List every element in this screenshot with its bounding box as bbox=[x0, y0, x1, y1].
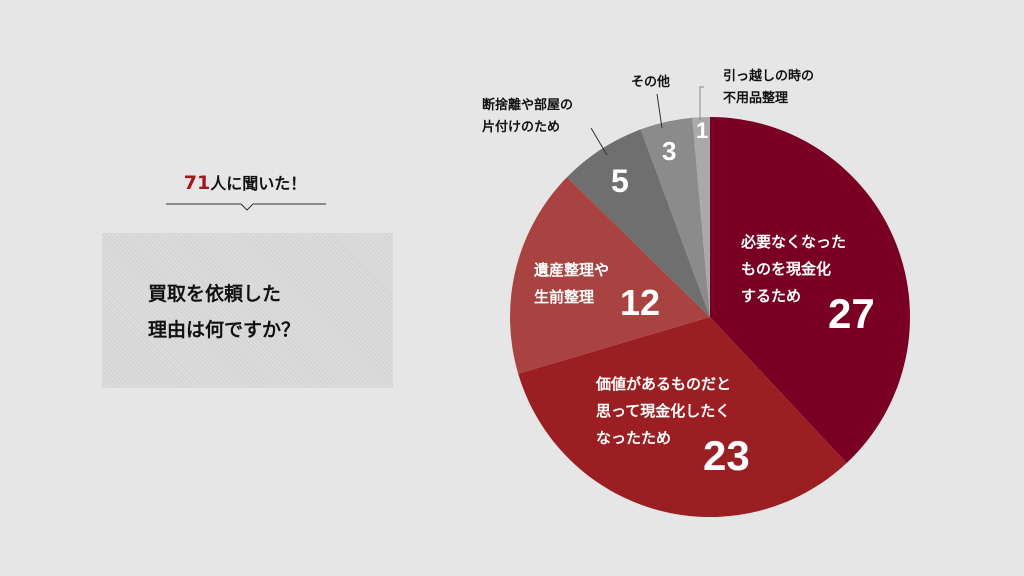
count-number: 71 bbox=[183, 172, 211, 194]
slice-label-2: 遺産整理や 生前整理 bbox=[534, 261, 610, 306]
pie-slice-3 bbox=[567, 129, 710, 317]
slice-value-4: 3 bbox=[662, 136, 677, 166]
outside-label-3: 断捨離や部屋の 片付けのため bbox=[482, 98, 574, 135]
pie-slice-5 bbox=[692, 117, 710, 317]
slice-label-1: 価値があるものだと 思って現金化したく なったため bbox=[596, 375, 732, 447]
slice-value-0: 27 bbox=[828, 290, 875, 337]
slice-value-3: 5 bbox=[611, 163, 629, 199]
outside-label-5: 引っ越しの時の 不用品整理 bbox=[723, 69, 815, 106]
pie-slice-2 bbox=[510, 177, 710, 374]
slice-value-5: 1 bbox=[696, 118, 709, 143]
pie-slice-0 bbox=[710, 117, 910, 464]
slice-value-1: 23 bbox=[703, 432, 750, 479]
count-suffix: 人に聞いた！ bbox=[210, 174, 307, 193]
leader-line-4 bbox=[656, 93, 663, 129]
leader-line-3 bbox=[590, 127, 608, 156]
question-box bbox=[102, 233, 393, 388]
callout-pointer-line bbox=[166, 203, 326, 211]
pie-slice-4 bbox=[640, 117, 710, 317]
pie-slice-1 bbox=[518, 317, 847, 517]
respondent-count: 71人に聞いた！ bbox=[165, 170, 325, 194]
slice-value-2: 12 bbox=[620, 282, 661, 323]
leader-line-5 bbox=[699, 86, 704, 120]
outside-label-4: その他 bbox=[631, 75, 671, 90]
slice-label-0: 必要なくなった ものを現金化 するため bbox=[741, 233, 847, 305]
question-text: 買取を依頼した 理由は何ですか？ bbox=[148, 283, 301, 341]
